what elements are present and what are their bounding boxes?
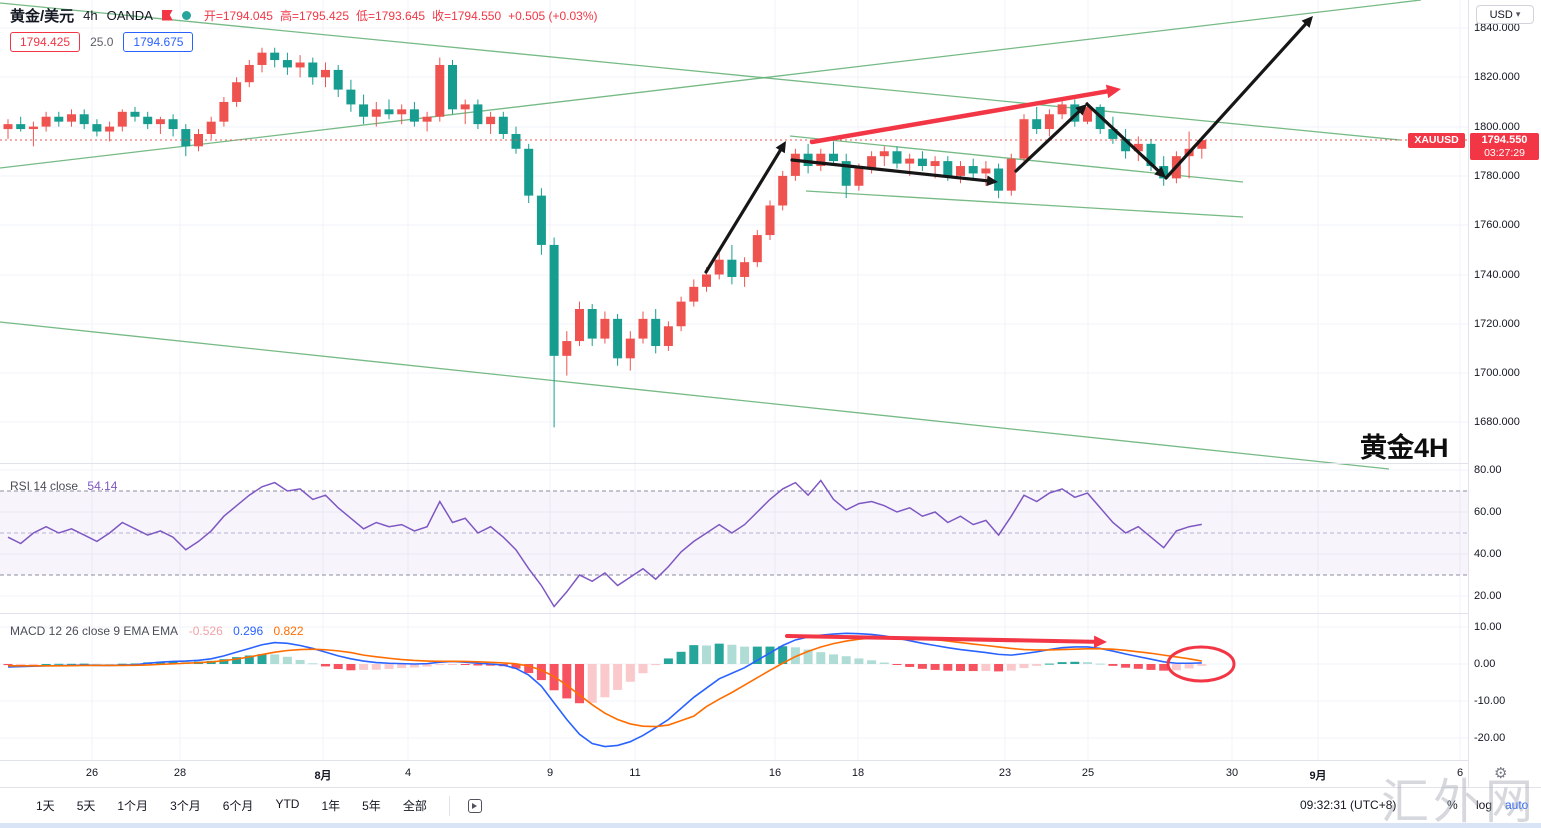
pane-separator[interactable] <box>0 613 1541 614</box>
time-axis-label: 25 <box>1081 767 1095 779</box>
price-tick-label: 1700.000 <box>1474 367 1520 379</box>
rsi-tick-label: 20.00 <box>1474 590 1502 602</box>
toolbar-divider <box>448 795 450 816</box>
price-tick-label: 1680.000 <box>1474 416 1520 428</box>
macd-line-value: 0.296 <box>233 624 264 638</box>
time-axis-label: 23 <box>998 767 1012 779</box>
price-axis-border <box>1468 0 1469 787</box>
price-tick-label: 1840.000 <box>1474 22 1520 34</box>
rsi-value: 54.14 <box>87 479 118 493</box>
time-axis-label: 16 <box>768 767 782 779</box>
bottom-toolbar: 1天 5天 1个月 3个月 6个月 YTD 1年 5年 全部 09:32:31 (UTC+8) … <box>0 788 1541 823</box>
rsi-tick-label: 60.00 <box>1474 506 1502 518</box>
percent-scale-button[interactable]: % <box>1447 798 1458 812</box>
chart-legend: 黄金/美元 4h OANDA 开=1794.045 高=1795.425 低=179… <box>10 5 605 52</box>
bar-countdown: 03:27:29 <box>1484 147 1525 159</box>
rsi-label: RSI 14 close <box>10 479 79 493</box>
symbol-price-badge: XAUUSD <box>1408 133 1465 148</box>
macd-tick-label: -20.00 <box>1474 732 1506 744</box>
ask-price-button[interactable]: 1794.675 <box>123 32 194 52</box>
price-tick-label: 1720.000 <box>1474 318 1520 330</box>
currency-label: USD <box>1489 8 1513 21</box>
time-axis-label: 9月 <box>1309 770 1327 782</box>
interval-label[interactable]: 4h <box>83 7 98 23</box>
rsi-tick-label: 40.00 <box>1474 548 1502 560</box>
macd-label: MACD 12 26 close 9 EMA EMA <box>10 624 178 638</box>
rsi-tick-label: 80.00 <box>1474 464 1502 476</box>
range-button-6个月[interactable]: 6个月 <box>222 799 254 813</box>
toolbar-border <box>0 787 1541 788</box>
log-scale-button[interactable]: log <box>1476 798 1493 812</box>
range-button-1年[interactable]: 1年 <box>321 799 341 813</box>
macd-tick-label: 0.00 <box>1474 658 1496 670</box>
last-price-value: 1794.550 <box>1481 134 1528 146</box>
goto-date-button[interactable] <box>467 798 482 813</box>
symbol-title[interactable]: 黄金/美元 <box>10 7 75 25</box>
time-axis[interactable]: ⚙ 26 28 8月 4 9 11 16 18 23 25 30 9月 6 <box>0 761 1541 787</box>
currency-dropdown[interactable]: USD ▾ <box>1476 5 1534 24</box>
price-tick-label: 1800.000 <box>1474 121 1520 133</box>
chart-text-annotation[interactable]: 黄金4H <box>1360 433 1449 463</box>
bid-price-button[interactable]: 1794.425 <box>10 32 81 52</box>
bottom-edge-strip <box>0 823 1541 828</box>
clock-label[interactable]: 09:32:31 (UTC+8) <box>1300 798 1397 812</box>
change-value: +0.505 (+0.03%) <box>508 8 598 23</box>
market-status-icon <box>181 10 191 20</box>
time-axis-label: 28 <box>173 767 187 779</box>
chart-canvas[interactable] <box>0 0 1468 760</box>
exchange-label[interactable]: OANDA <box>106 7 153 23</box>
time-axis-border <box>0 760 1541 761</box>
range-button-1个月[interactable]: 1个月 <box>117 799 149 813</box>
high-value: 高=1795.425 <box>279 8 349 23</box>
pane-separator[interactable] <box>0 463 1541 464</box>
time-axis-label: 18 <box>851 767 865 779</box>
price-tick-label: 1780.000 <box>1474 170 1520 182</box>
rsi-legend[interactable]: RSI 14 close 54.14 <box>10 479 117 493</box>
flag-icon[interactable] <box>161 9 173 21</box>
ohlc-values: 开=1794.045 高=1795.425 低=1793.645 收=1794.550… <box>204 7 605 24</box>
time-axis-label: 26 <box>85 767 99 779</box>
macd-hist-value: -0.526 <box>188 624 223 638</box>
macd-legend[interactable]: MACD 12 26 close 9 EMA EMA -0.526 0.296 … <box>10 624 304 638</box>
price-axis[interactable]: USD ▾ 1794.550 03:27:29 1840.000 1820.000… <box>1468 0 1541 787</box>
spread-value: 25.0 <box>90 35 114 49</box>
range-button-1天[interactable]: 1天 <box>36 799 55 813</box>
range-buttons: 1天 5天 1个月 3个月 6个月 YTD 1年 5年 全部 <box>36 797 449 814</box>
price-tick-label: 1760.000 <box>1474 219 1520 231</box>
range-button-YTD[interactable]: YTD <box>275 797 300 811</box>
macd-tick-label: 10.00 <box>1474 621 1502 633</box>
range-button-5天[interactable]: 5天 <box>76 799 96 813</box>
last-price-badge: 1794.550 03:27:29 <box>1470 133 1539 160</box>
range-button-全部[interactable]: 全部 <box>402 799 427 813</box>
price-tick-label: 1740.000 <box>1474 269 1520 281</box>
macd-tick-label: -10.00 <box>1474 695 1506 707</box>
range-button-3个月[interactable]: 3个月 <box>170 799 201 813</box>
chevron-down-icon: ▾ <box>1515 9 1521 19</box>
auto-scale-button[interactable]: auto <box>1505 798 1529 812</box>
price-tick-label: 1820.000 <box>1474 71 1520 83</box>
gear-icon[interactable]: ⚙ <box>1494 765 1508 782</box>
time-axis-label: 30 <box>1225 767 1239 779</box>
time-axis-label: 4 <box>404 767 412 779</box>
time-axis-label: 6 <box>1456 767 1464 779</box>
range-button-5年[interactable]: 5年 <box>362 799 381 813</box>
macd-signal-value: 0.822 <box>273 624 304 638</box>
open-value: 开=1794.045 <box>203 8 273 23</box>
low-value: 低=1793.645 <box>356 8 426 23</box>
time-axis-label: 11 <box>629 767 641 779</box>
time-axis-label: 8月 <box>314 770 332 782</box>
time-axis-label: 9 <box>546 767 554 779</box>
close-value: 收=1794.550 <box>432 8 502 23</box>
